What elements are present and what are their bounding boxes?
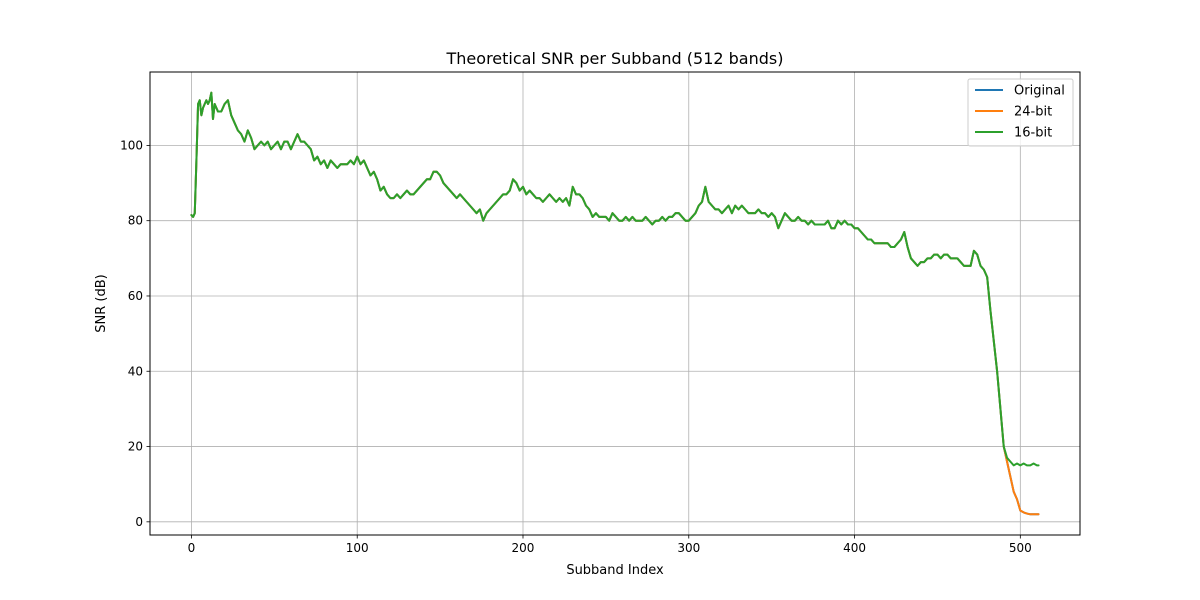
y-tick-label: 80 (128, 214, 143, 228)
x-tick-label: 500 (1009, 541, 1032, 555)
legend-label: 24-bit (1014, 105, 1052, 120)
x-axis-ticks: 0 100 200 300 400 500 (188, 535, 1032, 555)
chart-title: Theoretical SNR per Subband (512 bands) (446, 49, 784, 68)
x-tick-label: 200 (512, 541, 535, 555)
x-axis-label: Subband Index (566, 563, 664, 578)
x-tick-label: 400 (843, 541, 866, 555)
y-tick-label: 40 (128, 364, 143, 378)
legend-label: Original (1014, 84, 1065, 99)
legend: Original 24-bit 16-bit (967, 78, 1074, 147)
x-tick-label: 300 (677, 541, 700, 555)
y-tick-label: 0 (135, 515, 143, 529)
grid-lines (150, 72, 1080, 535)
x-tick-label: 100 (346, 541, 369, 555)
legend-label: 16-bit (1014, 126, 1052, 141)
plot-frame (149, 71, 1081, 536)
y-axis-label: SNR (dB) (94, 274, 109, 332)
y-tick-label: 20 (128, 440, 143, 454)
y-tick-label: 60 (128, 289, 143, 303)
y-tick-label: 100 (120, 138, 143, 152)
plot-area (150, 72, 1080, 535)
legend-box (967, 78, 1074, 147)
series-line-16-bit (190, 91, 1040, 467)
series-group (190, 91, 1040, 516)
y-axis-ticks: 0 20 40 60 80 100 (120, 138, 150, 529)
x-tick-label: 0 (188, 541, 196, 555)
